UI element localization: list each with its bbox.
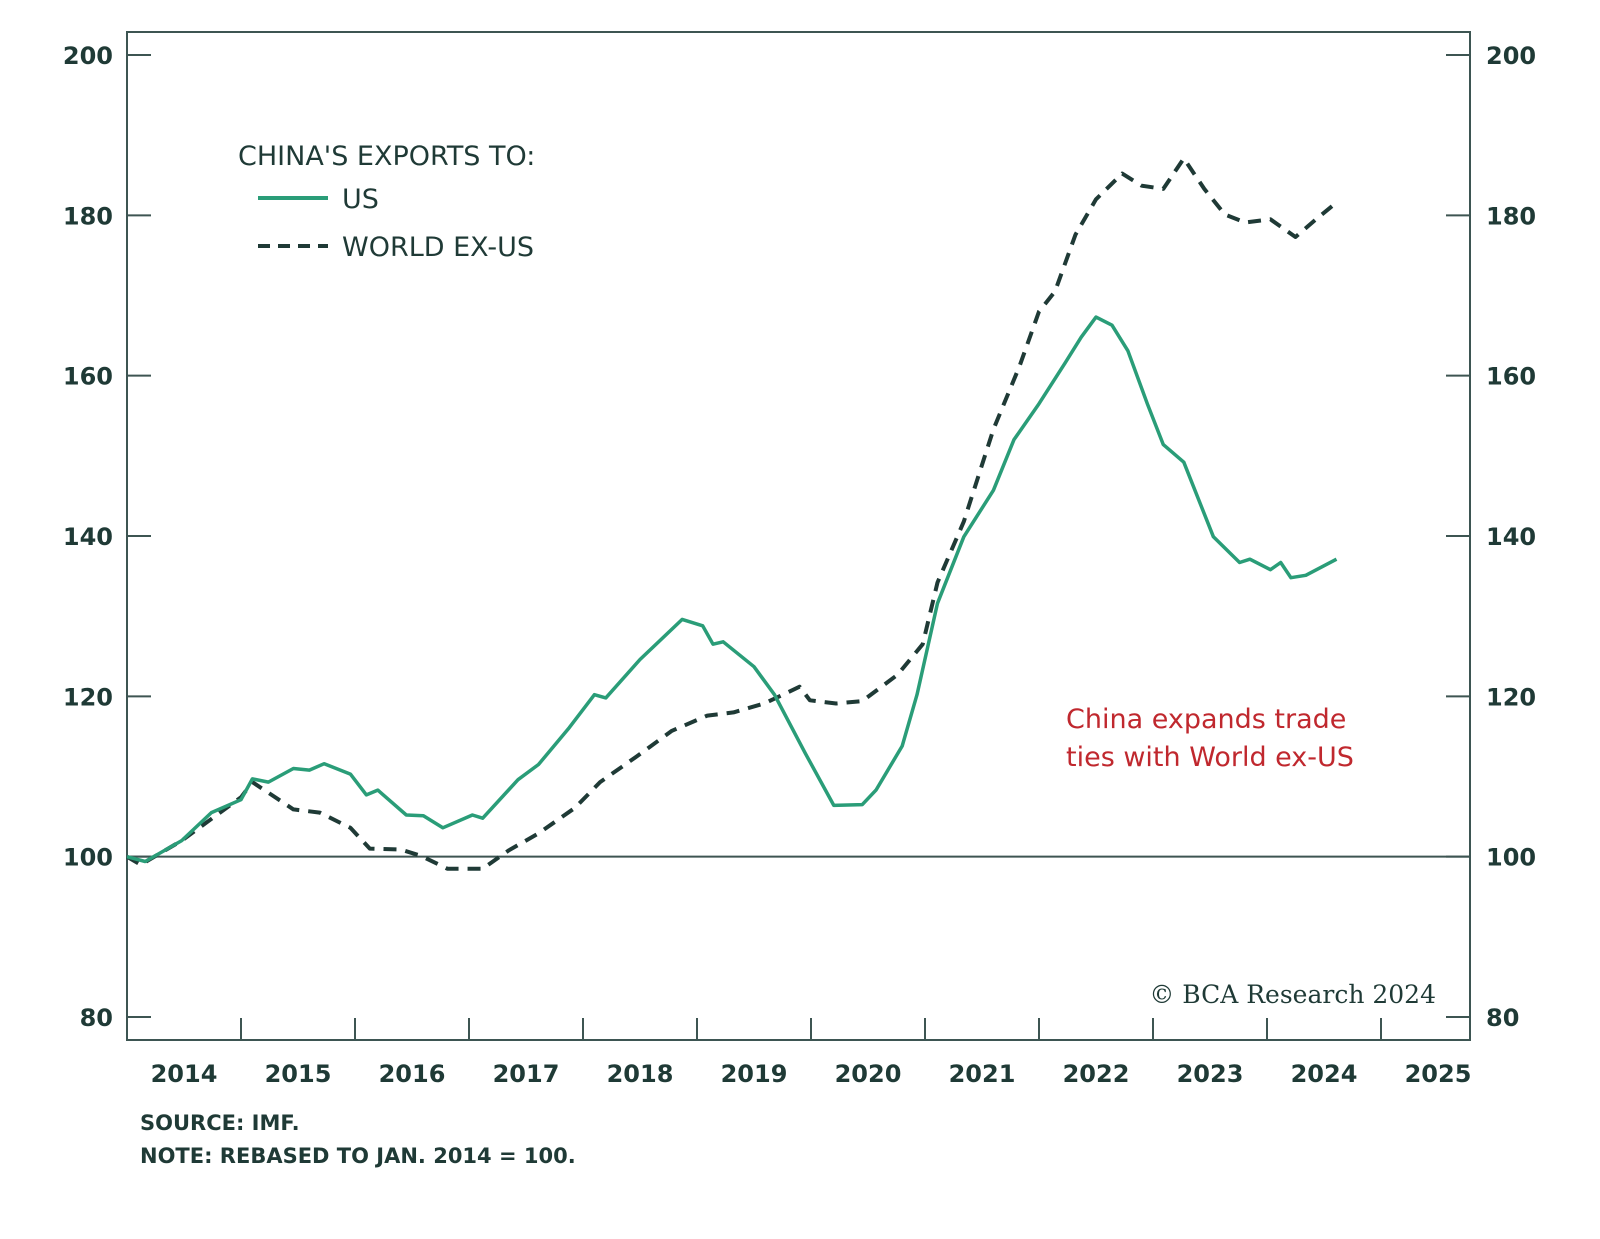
y-tick-label-right: 160: [1486, 363, 1536, 391]
x-tick-label: 2023: [1177, 1060, 1244, 1088]
y-tick-label-right: 140: [1486, 523, 1536, 551]
series-line-world-ex-us: [125, 156, 1338, 871]
x-tick-label: 2015: [265, 1060, 332, 1088]
y-tick-label-left: 160: [63, 363, 113, 391]
source-note: SOURCE: IMF.: [140, 1111, 300, 1135]
y-tick-label-right: 80: [1486, 1004, 1519, 1032]
series-line-us: [126, 315, 1338, 864]
x-tick-label: 2020: [835, 1060, 902, 1088]
y-tick-label-left: 80: [80, 1004, 113, 1032]
y-tick-label-right: 100: [1486, 844, 1536, 872]
annotation-line-2: ties with World ex-US: [1066, 742, 1354, 773]
y-tick-label-left: 140: [63, 523, 113, 551]
rebase-note: NOTE: REBASED TO JAN. 2014 = 100.: [140, 1144, 576, 1168]
copyright: © BCA Research 2024: [1149, 980, 1436, 1009]
legend-label-us: US: [342, 184, 379, 215]
x-tick-label: 2021: [949, 1060, 1016, 1088]
legend-label-world: WORLD EX-US: [342, 232, 534, 263]
y-tick-label-right: 120: [1486, 683, 1536, 711]
x-tick-label: 2018: [607, 1060, 674, 1088]
axes: 80 80 100 100 120 120 140 140 160 160 180 180 200 200…: [63, 31, 1536, 1088]
y-tick-label-right: 200: [1486, 42, 1536, 70]
x-tick-label: 2022: [1063, 1060, 1130, 1088]
plot-frame: [126, 31, 1471, 1041]
x-tick-label: 2016: [379, 1060, 446, 1088]
x-tick-label: 2025: [1405, 1060, 1472, 1088]
y-tick-label-left: 180: [63, 202, 113, 230]
annotation-line-1: China expands trade: [1066, 704, 1346, 735]
legend-title: CHINA'S EXPORTS TO:: [238, 141, 535, 172]
y-tick-label-right: 180: [1486, 202, 1536, 230]
x-tick-label: 2024: [1291, 1060, 1358, 1088]
x-tick-label: 2017: [493, 1060, 560, 1088]
y-tick-label-left: 100: [63, 844, 113, 872]
y-tick-label-left: 120: [63, 683, 113, 711]
legend: CHINA'S EXPORTS TO: US WORLD EX-US: [238, 141, 535, 263]
x-tick-label: 2014: [151, 1060, 218, 1088]
x-tick-label: 2019: [721, 1060, 788, 1088]
y-tick-label-left: 200: [63, 42, 113, 70]
series-lines: [125, 156, 1338, 871]
